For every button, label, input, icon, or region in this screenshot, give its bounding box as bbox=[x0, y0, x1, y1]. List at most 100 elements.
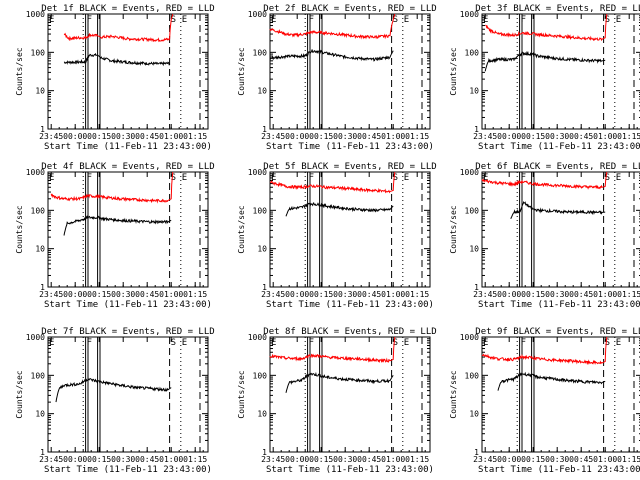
y-tick-label: 10 bbox=[469, 410, 479, 419]
marker-label: E bbox=[404, 15, 409, 25]
y-tick-label: 100 bbox=[465, 371, 480, 380]
panel-title: Det 3f BLACK = Events, RED = LLD bbox=[475, 4, 640, 14]
y-tick-label: 1 bbox=[262, 448, 267, 457]
x-axis-label: Start Time (11-Feb-11 23:43:00) bbox=[266, 142, 434, 152]
marker-label: E bbox=[404, 338, 409, 348]
panel-title: Det 4f BLACK = Events, RED = LLD bbox=[41, 162, 214, 172]
plot-frame bbox=[269, 13, 431, 130]
y-axis-label: Counts/sec bbox=[15, 47, 24, 95]
y-tick-label: 1000 bbox=[248, 333, 267, 342]
marker-label: S bbox=[171, 15, 176, 25]
x-axis-label: Start Time (11-Feb-11 23:43:00) bbox=[478, 300, 640, 310]
x-tick-label: 00:30 bbox=[545, 290, 569, 299]
detector-panel: Det 8f BLACK = Events, RED = LLD 1 10 100 10… bbox=[237, 327, 437, 475]
events-series-line bbox=[55, 378, 172, 403]
x-tick-label: 00:45 bbox=[569, 290, 593, 299]
plot-frame bbox=[47, 13, 209, 130]
plot-frame bbox=[47, 171, 209, 288]
marker-label: S bbox=[605, 15, 610, 25]
y-tick-label: 10 bbox=[35, 410, 45, 419]
lld-series-line bbox=[269, 171, 396, 194]
marker-label: E bbox=[616, 173, 621, 183]
y-tick-label: 10 bbox=[35, 87, 45, 96]
marker-label: F bbox=[309, 173, 314, 183]
x-tick-label: 01:00 bbox=[381, 290, 405, 299]
y-tick-label: 10 bbox=[469, 245, 479, 254]
detector-panel: Det 7f BLACK = Events, RED = LLD 1 10 100 10… bbox=[15, 327, 215, 475]
x-tick-label: 00:30 bbox=[111, 290, 135, 299]
marker-label: E bbox=[49, 173, 54, 183]
x-tick-label: 23:45 bbox=[39, 132, 63, 141]
y-tick-label: 100 bbox=[31, 206, 46, 215]
panel-title: Det 9f BLACK = Events, RED = LLD bbox=[475, 327, 640, 337]
x-tick-label: 00:45 bbox=[357, 132, 381, 141]
x-tick-label: 00:15 bbox=[309, 290, 333, 299]
panel-title: Det 8f BLACK = Events, RED = LLD bbox=[263, 327, 436, 337]
marker-label: E bbox=[182, 338, 187, 348]
y-axis-label: Counts/sec bbox=[237, 47, 246, 95]
panel-title: Det 5f BLACK = Events, RED = LLD bbox=[263, 162, 436, 172]
x-tick-label: 00:15 bbox=[521, 455, 545, 464]
marker-label: E bbox=[483, 173, 488, 183]
marker-label: E bbox=[271, 173, 276, 183]
x-tick-label: 23:45 bbox=[261, 132, 285, 141]
x-tick-label: 23:45 bbox=[261, 290, 285, 299]
x-axis-label: Start Time (11-Feb-11 23:43:00) bbox=[44, 142, 212, 152]
y-tick-label: 1 bbox=[262, 125, 267, 134]
y-tick-label: 1000 bbox=[460, 10, 479, 19]
detector-panel: Det 4f BLACK = Events, RED = LLD 1 10 100 10… bbox=[15, 162, 215, 310]
x-tick-label: 01:15 bbox=[617, 132, 640, 141]
y-tick-label: 1 bbox=[474, 448, 479, 457]
events-series-line bbox=[285, 202, 394, 217]
x-tick-label: 01:00 bbox=[381, 132, 405, 141]
y-tick-label: 100 bbox=[253, 206, 268, 215]
detector-panel: Det 5f BLACK = Events, RED = LLD 1 10 100 10… bbox=[237, 162, 437, 310]
x-tick-label: 00:00 bbox=[63, 132, 87, 141]
x-tick-label: 00:30 bbox=[545, 455, 569, 464]
y-tick-label: 1 bbox=[474, 283, 479, 292]
marker-label: E bbox=[616, 338, 621, 348]
detector-panel: Det 3f BLACK = Events, RED = LLD 1 10 100 10… bbox=[449, 4, 640, 152]
x-tick-label: 01:15 bbox=[405, 290, 429, 299]
y-axis-label: Counts/sec bbox=[449, 47, 458, 95]
y-tick-label: 1000 bbox=[460, 168, 479, 177]
marker-label: F bbox=[521, 338, 526, 348]
x-tick-label: 23:45 bbox=[39, 290, 63, 299]
x-tick-label: 01:15 bbox=[617, 290, 640, 299]
events-series-line bbox=[497, 371, 606, 391]
marker-label: E bbox=[271, 15, 276, 25]
x-tick-label: 00:00 bbox=[497, 290, 521, 299]
lld-series-line bbox=[481, 171, 608, 190]
marker-label: E bbox=[182, 173, 187, 183]
plot-frame bbox=[481, 336, 640, 453]
panel-title: Det 2f BLACK = Events, RED = LLD bbox=[263, 4, 436, 14]
x-tick-label: 00:00 bbox=[285, 132, 309, 141]
x-tick-label: 01:00 bbox=[159, 455, 183, 464]
y-tick-label: 1 bbox=[40, 283, 45, 292]
plot-frame bbox=[47, 336, 209, 453]
x-tick-label: 00:30 bbox=[333, 132, 357, 141]
marker-label: F bbox=[87, 173, 92, 183]
x-tick-label: 01:15 bbox=[183, 132, 207, 141]
x-tick-label: 00:45 bbox=[569, 455, 593, 464]
x-tick-label: 00:00 bbox=[285, 290, 309, 299]
x-tick-label: 00:15 bbox=[309, 455, 333, 464]
marker-label: S bbox=[393, 173, 398, 183]
marker-label: F bbox=[87, 338, 92, 348]
marker-label: F bbox=[309, 15, 314, 25]
lld-series-line bbox=[485, 13, 608, 42]
x-tick-label: 01:15 bbox=[405, 132, 429, 141]
plot-frame bbox=[481, 13, 640, 130]
x-tick-label: 00:15 bbox=[87, 455, 111, 464]
y-tick-label: 100 bbox=[31, 48, 46, 57]
events-series-line bbox=[510, 201, 606, 219]
marker-label: E bbox=[49, 338, 54, 348]
events-series-line bbox=[269, 49, 394, 62]
x-tick-label: 00:45 bbox=[135, 455, 159, 464]
x-tick-label: 00:00 bbox=[285, 455, 309, 464]
x-tick-label: 00:00 bbox=[63, 290, 87, 299]
y-tick-label: 1 bbox=[474, 125, 479, 134]
y-tick-label: 1000 bbox=[248, 168, 267, 177]
plot-frame bbox=[269, 171, 431, 288]
